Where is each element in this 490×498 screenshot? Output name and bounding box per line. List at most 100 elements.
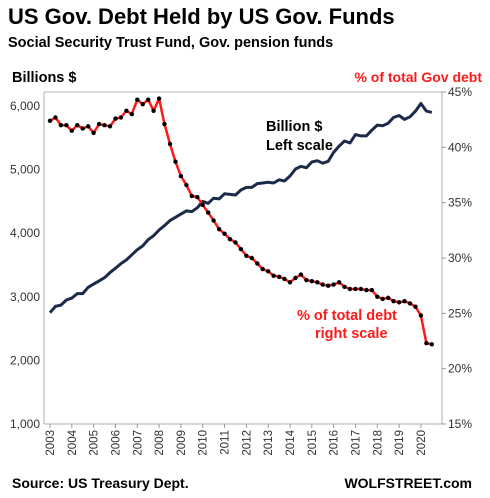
percent-point: [266, 269, 271, 274]
chart-subtitle: Social Security Trust Fund, Gov. pension…: [8, 35, 334, 51]
percent-point: [124, 108, 129, 114]
percent-point: [396, 300, 402, 305]
percent-point: [353, 286, 358, 292]
right-tick-label: 20%: [448, 362, 472, 376]
percent-point: [293, 275, 298, 281]
percent-point: [369, 287, 374, 293]
percent-point: [200, 202, 205, 208]
percent-point: [64, 123, 69, 128]
x-tick-label: 2012: [241, 430, 253, 456]
x-tick-label: 2003: [45, 430, 57, 456]
percent-point: [86, 124, 91, 129]
x-tick-label: 2018: [372, 430, 384, 456]
percent-point: [282, 276, 287, 282]
series-billion-annotation-line2: Left scale: [266, 138, 333, 154]
right-tick-label: 35%: [448, 196, 472, 210]
x-tick-label: 2007: [132, 430, 144, 456]
percent-point: [260, 266, 265, 272]
percent-point: [113, 116, 118, 121]
x-tick-label: 2006: [110, 430, 122, 456]
right-tick-label: 40%: [448, 140, 472, 154]
right-tick-label: 25%: [448, 306, 472, 320]
series-percent-annotation-line1: % of total debt: [297, 308, 397, 324]
percent-point: [336, 280, 342, 285]
percent-point: [276, 274, 282, 279]
percent-point: [298, 272, 304, 277]
x-tick-label: 2008: [154, 430, 166, 456]
percent-point: [342, 284, 347, 289]
percent-point: [146, 97, 151, 102]
percent-point: [53, 115, 58, 120]
x-tick-label: 2016: [329, 430, 341, 456]
percent-point: [47, 118, 53, 124]
percent-point: [216, 227, 222, 232]
series-percent-annotation-line2: right scale: [315, 326, 388, 342]
percent-point: [238, 246, 244, 252]
percent-point: [118, 115, 124, 120]
left-tick-label: 6,000: [10, 99, 40, 113]
x-tick-label: 2019: [394, 430, 406, 456]
percent-point: [402, 299, 407, 304]
percent-point: [424, 341, 429, 346]
x-tick-label: 2017: [350, 430, 362, 456]
right-axis-label: % of total Gov debt: [354, 69, 482, 85]
percent-point: [304, 277, 309, 283]
percent-point: [309, 279, 314, 284]
right-tick-label: 15%: [448, 417, 472, 431]
x-tick-label: 2010: [198, 430, 210, 456]
percent-point: [380, 296, 385, 302]
percent-point: [358, 286, 364, 292]
percent-point: [320, 282, 325, 287]
percent-point: [69, 128, 75, 133]
left-tick-label: 5,000: [10, 163, 40, 177]
percent-point: [407, 301, 413, 306]
percent-point: [244, 253, 249, 258]
percent-point: [418, 313, 424, 318]
percent-point: [140, 102, 145, 107]
percent-point: [189, 193, 194, 199]
brand-watermark: WOLFSTREET.com: [344, 475, 472, 491]
percent-point: [287, 280, 293, 285]
percent-point: [91, 130, 96, 136]
source-note: Source: US Treasury Dept.: [12, 475, 189, 491]
percent-point: [233, 240, 238, 245]
left-tick-label: 2,000: [10, 353, 40, 367]
percent-point: [102, 123, 107, 128]
percent-point: [129, 111, 134, 117]
percent-point: [184, 182, 189, 188]
right-tick-label: 30%: [448, 251, 472, 265]
percent-point: [255, 261, 260, 266]
percent-point: [391, 299, 396, 304]
percent-point: [96, 121, 102, 127]
percent-point: [413, 304, 418, 309]
percent-point: [107, 124, 113, 129]
percent-point: [211, 218, 216, 223]
chart-title: US Gov. Debt Held by US Gov. Funds: [8, 4, 395, 29]
x-tick-label: 2005: [89, 430, 101, 456]
percent-point: [178, 173, 184, 179]
percent-point: [173, 159, 178, 164]
x-tick-label: 2011: [220, 430, 232, 455]
left-axis-label: Billions $: [12, 70, 76, 86]
percent-point: [429, 342, 434, 347]
percent-point: [206, 210, 211, 215]
percent-point: [222, 231, 227, 236]
percent-point: [75, 123, 80, 128]
x-tick-label: 2013: [263, 430, 275, 456]
percent-point: [151, 108, 156, 114]
percent-point: [326, 283, 331, 288]
x-tick-label: 2009: [176, 430, 188, 456]
percent-point: [347, 286, 353, 292]
percent-point: [375, 294, 380, 299]
percent-point: [315, 280, 320, 285]
x-tick-label: 2004: [67, 429, 79, 455]
x-tick-label: 2014: [285, 429, 297, 455]
left-tick-label: 1,000: [10, 417, 40, 431]
percent-point: [156, 96, 162, 101]
percent-point: [227, 237, 233, 242]
series-billion-line: [48, 102, 433, 314]
percent-point: [271, 273, 276, 278]
series-billion-annotation-line1: Billion $: [266, 119, 322, 135]
percent-point: [249, 255, 254, 261]
